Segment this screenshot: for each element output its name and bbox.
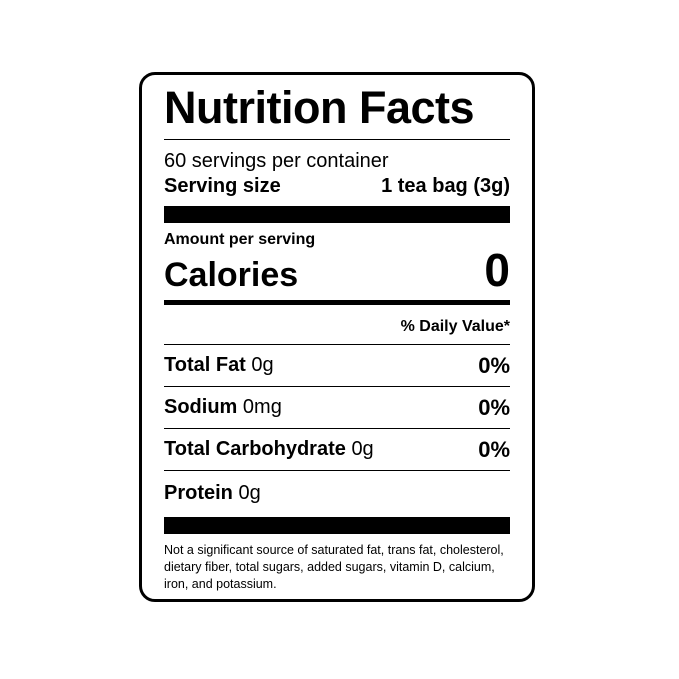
nutrient-row: Protein 0g: [164, 471, 510, 515]
nutrient-amount: 0g: [251, 354, 274, 376]
divider: [164, 517, 510, 534]
serving-size-row: Serving size 1 tea bag (3g): [164, 175, 510, 198]
calories-row: Calories 0: [164, 244, 510, 296]
servings-per-container: 60 servings per container: [164, 150, 389, 172]
calories-label: Calories: [164, 256, 299, 294]
divider: [164, 206, 510, 223]
nutrient-amount: 0mg: [242, 396, 282, 418]
nutrient-row: Total Carbohydrate 0g 0%: [164, 429, 510, 471]
divider: [164, 300, 510, 305]
nutrient-amount: 0g: [238, 481, 261, 504]
nutrient-row: Total Fat 0g 0%: [164, 345, 510, 387]
nutrient-name: Total Fat: [164, 354, 246, 376]
nutrient-name: Sodium: [164, 396, 238, 418]
amount-per-serving: Amount per serving: [164, 231, 316, 248]
nutrient-dv: 0%: [478, 436, 510, 462]
serving-size-value: 1 tea bag (3g): [381, 175, 510, 197]
nutrient-dv: 0%: [478, 394, 510, 420]
nutrition-facts-label: Nutrition Facts 60 servings per containe…: [139, 72, 535, 602]
daily-value-header: % Daily Value*: [164, 305, 510, 345]
calories-value: 0: [484, 244, 510, 296]
footnote: Not a significant source of saturated fa…: [164, 543, 504, 591]
label-title: Nutrition Facts: [164, 82, 475, 133]
nutrient-row: Sodium 0mg 0%: [164, 387, 510, 429]
nutrient-name: Total Carbohydrate: [164, 438, 346, 460]
nutrient-name: Protein: [164, 481, 233, 504]
nutrient-dv: 0%: [478, 352, 510, 378]
nutrient-amount: 0g: [351, 438, 374, 460]
serving-size-label: Serving size: [164, 175, 281, 197]
